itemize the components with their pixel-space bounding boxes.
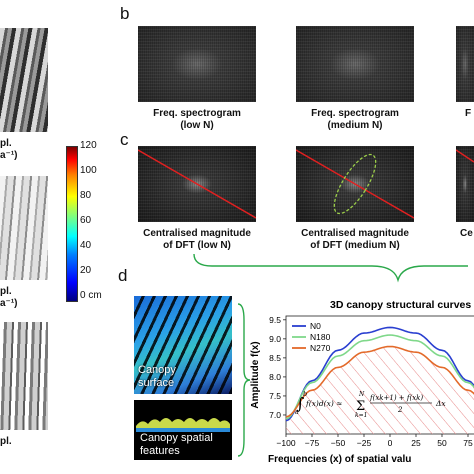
freq-spectrogram-medium bbox=[296, 26, 414, 102]
formula-sum: Σ bbox=[356, 399, 365, 414]
panel-a-image-2 bbox=[0, 176, 48, 280]
green-bracket bbox=[237, 303, 251, 457]
freq-spectrogram-medium-caption: Freq. spectrogram (medium N) bbox=[311, 108, 399, 131]
canopy-curves-chart: 3D canopy structural curves 7.0 7.5 8.0 8.5 9… bbox=[250, 299, 474, 465]
panel-a-image-3 bbox=[0, 322, 48, 430]
y-axis-label: Amplitude f(x) bbox=[250, 341, 261, 408]
x-tick-label: 0 bbox=[388, 438, 393, 448]
panel-a-caption-3: pl. bbox=[0, 436, 12, 447]
x-tick-label: −75 bbox=[305, 438, 320, 448]
legend-label: N0 bbox=[310, 321, 321, 331]
panel-a-caption-2: pl. a⁻¹) bbox=[0, 286, 18, 309]
panel-letter-c: c bbox=[120, 130, 129, 149]
x-tick-label: 25 bbox=[411, 438, 421, 448]
formula-numerator: f(xk+1) + f(xk) bbox=[369, 394, 423, 402]
colorbar-tick: 60 bbox=[80, 215, 92, 226]
dft-magnitude-high-caption: Ce bbox=[460, 228, 473, 239]
panel-a-image-1 bbox=[0, 28, 48, 132]
freq-spectrogram-high bbox=[456, 26, 474, 102]
dft-low-red-line bbox=[138, 149, 256, 219]
dft-high-red-line bbox=[456, 149, 474, 163]
colorbar-tick: 100 bbox=[80, 165, 97, 176]
freq-spectrogram-high-caption: F bbox=[465, 108, 472, 119]
series-line-n0 bbox=[285, 326, 474, 422]
freq-spectrogram-low-caption: Freq. spectrogram (low N) bbox=[153, 108, 241, 131]
formula-sum-upper: N bbox=[358, 391, 365, 398]
green-brace bbox=[193, 253, 468, 283]
y-tick-label: 8.5 bbox=[269, 353, 281, 363]
canopy-spatial-features-label: Canopy spatial features bbox=[140, 432, 213, 457]
integral-hatch-area bbox=[286, 346, 474, 434]
y-tick-label: 7.0 bbox=[269, 410, 281, 420]
colorbar-tick: 0 cm bbox=[80, 290, 102, 301]
y-tick-label: 9.0 bbox=[269, 334, 281, 344]
colorbar-tick: 120 bbox=[80, 140, 97, 151]
dft-magnitude-medium bbox=[296, 146, 414, 222]
dft-medium-overlay bbox=[296, 149, 414, 219]
canopy-surface-image: Canopy surface bbox=[134, 296, 232, 394]
formula-integrand: f(x)d(x) ≈ bbox=[305, 399, 342, 408]
y-tick-label: 8.0 bbox=[269, 372, 281, 382]
canopy-surface-label: Canopy surface bbox=[138, 364, 176, 389]
colorbar-tick: 80 bbox=[80, 190, 92, 201]
x-tick-label: −50 bbox=[331, 438, 346, 448]
panel-letter-d: d bbox=[118, 266, 128, 285]
y-tick-label: 9.5 bbox=[269, 315, 281, 325]
legend-label: N270 bbox=[310, 343, 331, 353]
colorbar-tick: 40 bbox=[80, 240, 92, 251]
formula-sum-lower: k=1 bbox=[355, 412, 367, 419]
series-line-n270 bbox=[285, 345, 474, 418]
panel-a-caption-1: pl. a⁻¹) bbox=[0, 138, 18, 161]
formula-denominator: 2 bbox=[397, 406, 403, 414]
dft-magnitude-low bbox=[138, 146, 256, 222]
canopy-spatial-features-image: Canopy spatial features bbox=[134, 400, 232, 460]
colorbar-tick: 20 bbox=[80, 265, 92, 276]
canopy-features-graphic bbox=[136, 418, 230, 432]
panel-letter-b: b bbox=[120, 4, 130, 23]
legend-label: N180 bbox=[310, 332, 331, 342]
freq-spectrogram-low bbox=[138, 26, 256, 102]
x-tick-label: 50 bbox=[437, 438, 447, 448]
formula-integral: ∫ bbox=[296, 394, 304, 413]
x-tick-label: 75 bbox=[463, 438, 473, 448]
x-tick-label: −25 bbox=[357, 438, 372, 448]
dft-magnitude-low-caption: Centralised magnitude of DFT (low N) bbox=[143, 228, 251, 251]
formula-tail: Δx bbox=[435, 399, 446, 408]
chart-title: 3D canopy structural curves bbox=[330, 299, 471, 311]
dft-magnitude-medium-caption: Centralised magnitude of DFT (medium N) bbox=[301, 228, 409, 251]
series-line-n180 bbox=[285, 334, 474, 420]
colorbar bbox=[66, 146, 78, 302]
x-axis-label: Frequencies (x) of spatial valu bbox=[268, 454, 411, 465]
y-tick-label: 7.5 bbox=[269, 391, 281, 401]
dft-magnitude-high bbox=[456, 146, 474, 222]
x-tick-label: −100 bbox=[276, 438, 295, 448]
formula-lower-limit: a bbox=[295, 408, 299, 416]
formula-upper-limit: b bbox=[303, 390, 307, 398]
